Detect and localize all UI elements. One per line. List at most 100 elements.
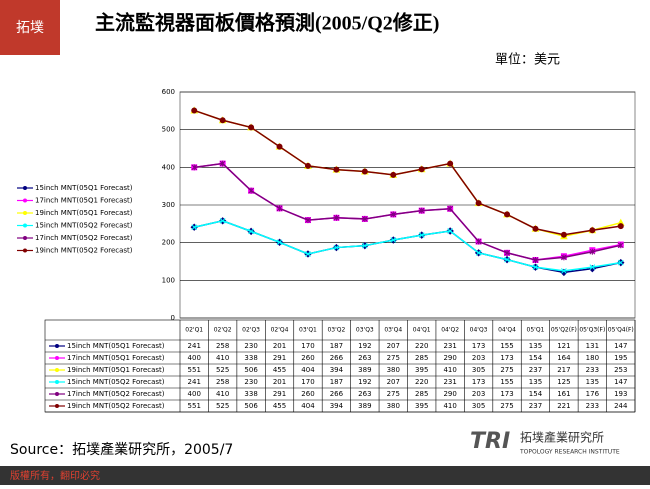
logo-text: 拓墣 — [16, 20, 44, 36]
table-cell: 173 — [500, 390, 513, 398]
legend-marker — [23, 211, 27, 215]
table-cell: 131 — [586, 342, 599, 350]
point — [589, 248, 596, 255]
table-cell: 551 — [188, 366, 201, 374]
table-cell: 394 — [330, 402, 344, 410]
legend-marker — [23, 248, 27, 253]
table-cell: 275 — [387, 390, 400, 398]
legend-label: 17inch MNT(05Q1 Forecast) — [35, 197, 133, 205]
y-tick-label: 600 — [162, 88, 175, 96]
table-cell: 275 — [500, 366, 513, 374]
table-cell: 147 — [614, 342, 627, 350]
x-tick-label: 04'Q3 — [470, 327, 488, 334]
table-cell: 275 — [387, 354, 400, 362]
org-name-en: TOPOLOGY RESEARCH INSTITUTE — [519, 449, 620, 456]
point — [475, 238, 482, 245]
copyright: 版權所有，翻印必究 — [10, 469, 100, 482]
title: 主流監視器面板價格預測(2005/Q2修正) — [95, 11, 439, 35]
table-cell: 394 — [330, 366, 344, 374]
point — [504, 249, 510, 256]
point — [276, 205, 283, 212]
table-cell: 230 — [244, 378, 257, 386]
unit: 單位：美元 — [495, 53, 560, 68]
table-row-label: 19inch MNT(05Q1 Forecast) — [67, 366, 165, 374]
table-cell: 258 — [216, 378, 229, 386]
table-cell: 525 — [216, 402, 229, 410]
point — [617, 242, 624, 249]
point — [390, 211, 397, 218]
table-cell: 291 — [273, 354, 286, 362]
point — [276, 143, 283, 150]
table-cell: 506 — [244, 402, 258, 410]
table-cell: 410 — [443, 402, 456, 410]
table-cell: 220 — [415, 378, 428, 386]
legend-label: 19inch MNT(05Q1 Forecast) — [35, 209, 133, 217]
table-cell: 233 — [586, 366, 599, 374]
table-cell: 241 — [188, 342, 201, 350]
table-cell: 285 — [415, 390, 428, 398]
point — [418, 166, 425, 173]
legend-marker — [23, 198, 27, 203]
table-cell: 258 — [216, 342, 229, 350]
table-cell: 525 — [216, 366, 229, 374]
table-cell: 221 — [557, 402, 570, 410]
table-cell: 154 — [529, 390, 543, 398]
point — [361, 242, 368, 249]
point — [390, 237, 397, 243]
point — [276, 239, 283, 246]
table-row-label: 15inch MNT(05Q1 Forecast) — [67, 342, 165, 350]
table-cell: 338 — [244, 354, 257, 362]
table-cell: 203 — [472, 390, 485, 398]
footer-bar — [0, 466, 650, 485]
legend-label: 19inch MNT(05Q2 Forecast) — [35, 247, 133, 255]
table-cell: 506 — [244, 366, 258, 374]
table-cell: 400 — [188, 390, 201, 398]
point — [361, 215, 368, 222]
table-cell: 121 — [557, 342, 570, 350]
table-cell: 164 — [557, 354, 571, 362]
y-tick-label: 500 — [162, 126, 175, 134]
table-cell: 305 — [472, 366, 485, 374]
x-tick-label: 04'Q1 — [413, 327, 431, 334]
table-cell: 207 — [387, 342, 400, 350]
x-tick-label: 04'Q4 — [498, 327, 516, 334]
table-cell: 389 — [358, 402, 371, 410]
table-cell: 290 — [443, 354, 456, 362]
y-tick-label: 200 — [162, 239, 175, 247]
table-cell: 260 — [301, 390, 314, 398]
legend-marker — [55, 404, 59, 408]
point — [304, 162, 311, 169]
y-tick-label: 300 — [162, 201, 175, 209]
table-cell: 173 — [500, 354, 513, 362]
table-cell: 173 — [472, 378, 485, 386]
table-cell: 217 — [557, 366, 570, 374]
point — [447, 205, 454, 212]
table-cell: 290 — [443, 390, 456, 398]
table-cell: 201 — [273, 378, 286, 386]
point — [418, 207, 425, 214]
table-cell: 155 — [500, 342, 513, 350]
table-cell: 220 — [415, 342, 428, 350]
legend-label: 15inch MNT(05Q2 Forecast) — [35, 222, 133, 230]
series-line — [194, 220, 621, 272]
point — [475, 200, 482, 207]
point — [248, 124, 255, 131]
point — [248, 228, 254, 235]
point — [219, 160, 226, 167]
table-cell: 155 — [500, 378, 513, 386]
point — [617, 223, 624, 230]
legend-marker — [55, 356, 59, 360]
legend-label: 15inch MNT(05Q1 Forecast) — [35, 184, 133, 192]
table-cell: 395 — [415, 366, 428, 374]
legend-marker — [55, 344, 59, 348]
chart: 0 100 200 300 400 500 600 15inch MNT(05Q1 Forec… — [17, 88, 636, 413]
point — [361, 168, 368, 175]
table-row-label: 19inch MNT(05Q2 Forecast) — [67, 402, 165, 410]
point — [191, 107, 198, 114]
legend-marker — [23, 223, 27, 228]
point — [191, 224, 198, 231]
table-cell: 455 — [273, 366, 286, 374]
table-cell: 338 — [244, 390, 257, 398]
x-tick-label: 02'Q4 — [271, 327, 289, 334]
point — [418, 232, 425, 238]
